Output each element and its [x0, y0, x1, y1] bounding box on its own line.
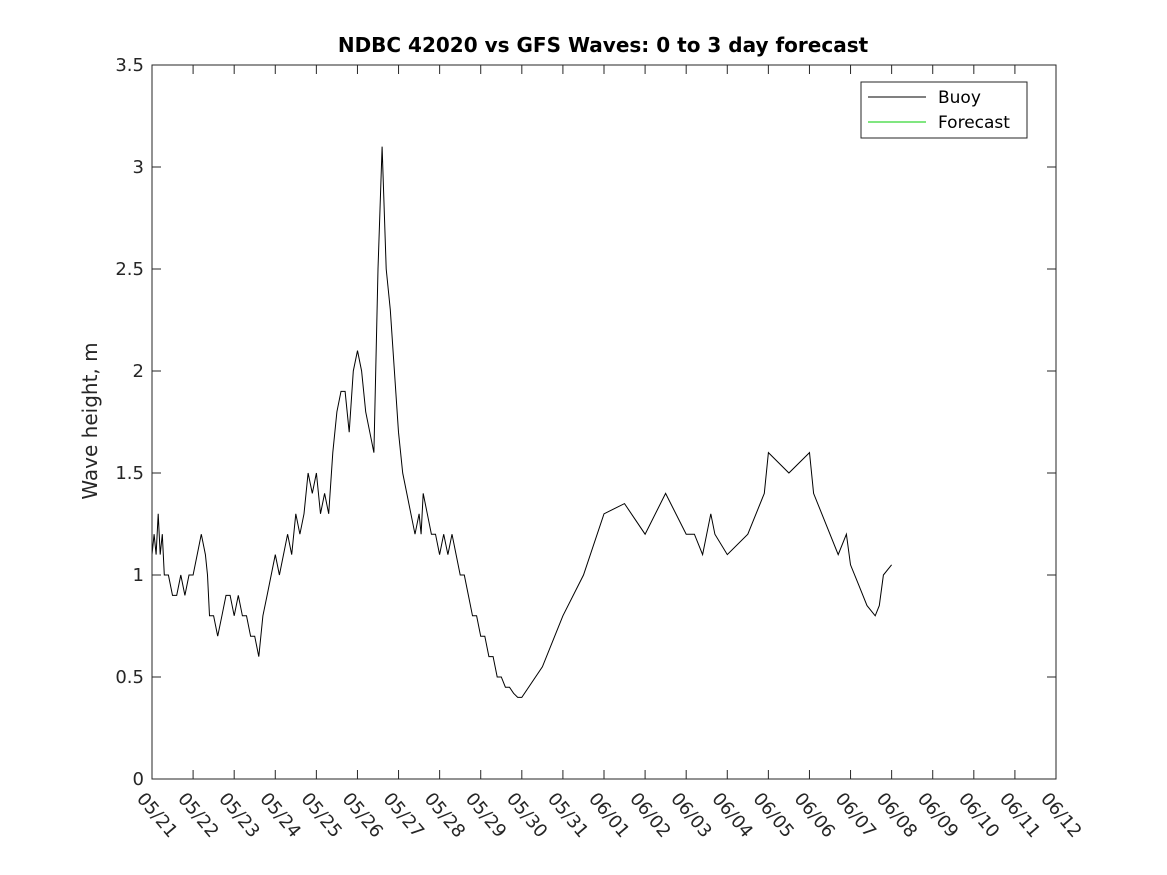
x-tick-label: 06/11: [995, 789, 1044, 842]
legend: Buoy Forecast: [860, 81, 1028, 139]
x-tick-label: 06/01: [584, 789, 633, 842]
x-tick-label: 06/06: [790, 789, 839, 842]
x-tick-label: 06/08: [872, 789, 921, 842]
y-tick-label: 0.5: [115, 667, 144, 688]
x-tick-label: 05/22: [173, 789, 222, 842]
y-tick-label: 3: [133, 157, 144, 178]
y-tick-label: 2.5: [115, 259, 144, 280]
chart-title: NDBC 42020 vs GFS Waves: 0 to 3 day fore…: [338, 33, 869, 57]
x-tick-label: 05/31: [543, 789, 592, 842]
x-tick-label: 05/28: [420, 789, 469, 842]
y-tick-label: 0: [133, 769, 144, 790]
x-tick-label: 06/02: [625, 789, 674, 842]
plot-area: [152, 65, 1056, 779]
x-tick-label: 05/24: [255, 789, 304, 842]
x-tick-label: 06/07: [831, 789, 880, 842]
y-tick-label: 1.5: [115, 463, 144, 484]
x-tick-label: 05/30: [502, 789, 551, 842]
y-tick-label: 3.5: [115, 55, 144, 76]
y-axis: 0 0.5 1 1.5 2 2.5 3 3.5: [115, 55, 1056, 790]
y-tick-label: 2: [133, 361, 144, 382]
x-tick-label: 06/05: [749, 789, 798, 842]
x-tick-label: 06/12: [1036, 789, 1085, 842]
legend-buoy-label: Buoy: [938, 88, 981, 108]
buoy-line: [151, 146, 892, 698]
x-tick-label: 05/25: [297, 789, 346, 842]
x-tick-label: 06/09: [913, 789, 962, 842]
buoy-series-group: [151, 146, 892, 698]
legend-forecast-label: Forecast: [938, 113, 1010, 133]
x-tick-label: 05/21: [132, 789, 181, 842]
x-tick-label: 05/26: [338, 789, 387, 842]
x-tick-label: 06/03: [666, 789, 715, 842]
x-tick-label: 05/29: [461, 789, 510, 842]
legend-box: [860, 81, 1028, 139]
y-tick-label: 1: [133, 565, 144, 586]
x-tick-label: 05/27: [379, 789, 428, 842]
x-tick-label: 06/10: [954, 789, 1003, 842]
x-tick-label: 06/04: [707, 789, 756, 842]
y-axis-label: Wave height, m: [78, 342, 102, 499]
x-tick-label: 05/23: [214, 789, 263, 842]
